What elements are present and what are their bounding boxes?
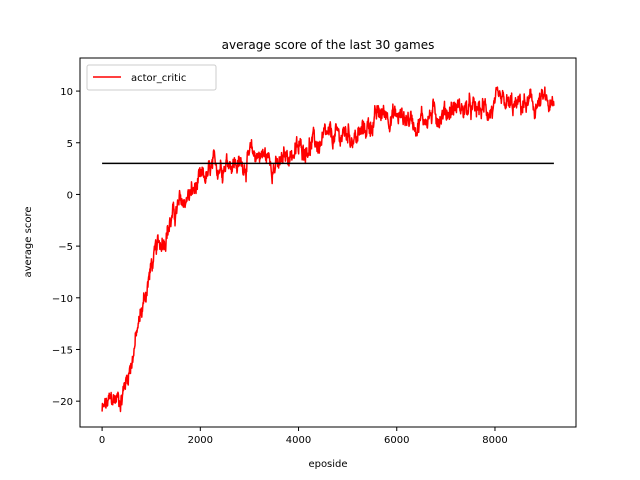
- y-tick-label: 10: [60, 87, 73, 98]
- y-tick-label: −10: [52, 294, 73, 305]
- chart-title: average score of the last 30 games: [222, 38, 435, 52]
- x-tick-label: 0: [99, 435, 105, 446]
- axes-frame: [79, 57, 577, 428]
- y-tick-label: −15: [52, 345, 73, 356]
- y-tick-label: 0: [67, 190, 73, 201]
- x-tick-label: 2000: [188, 435, 213, 446]
- x-tick-label: 4000: [286, 435, 311, 446]
- legend-box: [86, 64, 217, 91]
- y-axis: −20 −15 −10 −5 0 5 10: [52, 87, 80, 408]
- legend: actor_critic: [86, 64, 217, 91]
- x-tick-label: 6000: [384, 435, 409, 446]
- x-axis-label: eposide: [308, 459, 347, 470]
- plot-area: [101, 86, 555, 413]
- x-axis: 0 2000 4000 6000 8000: [99, 427, 508, 446]
- y-tick-label: 5: [67, 139, 73, 150]
- y-tick-label: −20: [52, 397, 73, 408]
- x-tick-label: 8000: [482, 435, 507, 446]
- legend-label-actor-critic: actor_critic: [131, 73, 186, 84]
- y-tick-label: −5: [58, 242, 73, 253]
- series-line-actor-critic: [101, 86, 555, 413]
- y-axis-label: average score: [23, 207, 34, 278]
